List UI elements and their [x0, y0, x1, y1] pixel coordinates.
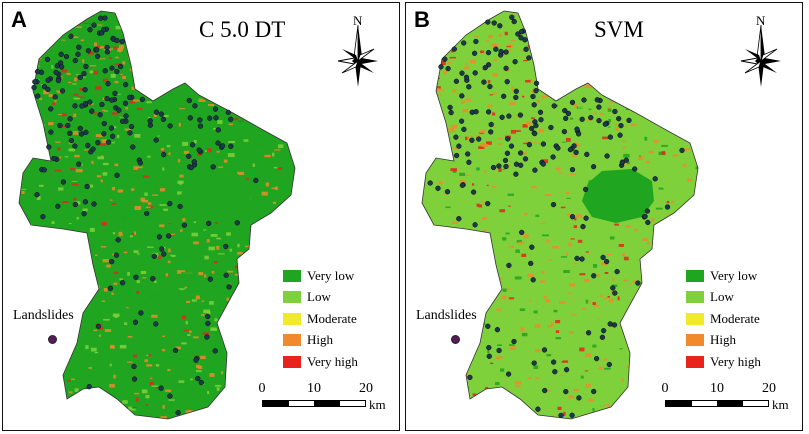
legend-item-high: High — [283, 330, 358, 352]
susceptibility-map — [421, 10, 699, 420]
scale-bar-graphic — [665, 400, 769, 407]
legend-item-very-low: Very low — [686, 265, 761, 287]
legend-label: High — [710, 332, 736, 348]
legend-label: Very high — [710, 353, 761, 369]
north-arrow: N — [731, 13, 791, 93]
legend-swatch — [283, 291, 301, 304]
legend-item-low: Low — [686, 287, 761, 309]
legend-label: High — [307, 332, 333, 348]
legend-label: Very low — [307, 267, 355, 283]
legend-item-moderate: Moderate — [283, 308, 358, 330]
panel-b: B SVM N Very low Low Moderate High Very … — [405, 2, 803, 431]
panel-letter: A — [11, 7, 27, 32]
scale-tick: 10 — [307, 381, 321, 396]
legend-swatch — [686, 291, 704, 304]
scale-bar: 0 10 20 km — [257, 381, 395, 417]
scale-tick: 0 — [258, 381, 266, 396]
legend-item-low: Low — [283, 287, 358, 309]
legend-label: Low — [307, 289, 331, 305]
legend-swatch — [283, 355, 301, 368]
scale-tick: 10 — [710, 381, 724, 396]
legend-item-moderate: Moderate — [686, 308, 761, 330]
legend-swatch — [686, 334, 704, 347]
panel-letter: B — [414, 7, 430, 32]
scale-tick: 20 — [762, 381, 776, 396]
legend-label: Moderate — [710, 310, 760, 326]
legend: Very low Low Moderate High Very high — [283, 265, 358, 373]
legend-label: Low — [710, 289, 734, 305]
legend-swatch — [686, 269, 704, 282]
legend: Very low Low Moderate High Very high — [686, 265, 761, 373]
legend-label: Very high — [307, 353, 358, 369]
scale-bar: 0 10 20 km — [660, 381, 798, 417]
legend-item-very-low: Very low — [283, 265, 358, 287]
legend-label: Moderate — [307, 310, 357, 326]
legend-item-high: High — [686, 330, 761, 352]
landslides-label: Landslides — [13, 308, 74, 323]
scale-bar-graphic — [262, 400, 366, 407]
panel-title: SVM — [594, 17, 644, 42]
landslides-legend: Landslides — [13, 308, 74, 344]
landslides-legend: Landslides — [416, 308, 477, 344]
north-arrow: N — [328, 13, 388, 93]
compass-rose-icon — [337, 24, 378, 87]
north-label: N — [353, 13, 363, 28]
scale-tick: 0 — [661, 381, 669, 396]
scale-unit: km — [369, 397, 386, 412]
landslide-marker-icon — [451, 335, 460, 344]
legend-swatch — [686, 355, 704, 368]
legend-swatch — [283, 269, 301, 282]
scale-unit: km — [772, 397, 789, 412]
north-label: N — [756, 13, 766, 28]
scale-tick: 20 — [359, 381, 373, 396]
landslides-label: Landslides — [416, 308, 477, 323]
panel-title: C 5.0 DT — [199, 17, 286, 42]
legend-swatch — [283, 334, 301, 347]
compass-rose-icon — [740, 24, 781, 87]
landslide-marker-icon — [48, 335, 57, 344]
legend-swatch — [283, 312, 301, 325]
panel-a: A C 5.0 DT N Very low Low Moderate High … — [2, 2, 400, 431]
legend-swatch — [686, 312, 704, 325]
legend-item-very-high: Very high — [686, 351, 761, 373]
legend-label: Very low — [710, 267, 758, 283]
legend-item-very-high: Very high — [283, 351, 358, 373]
